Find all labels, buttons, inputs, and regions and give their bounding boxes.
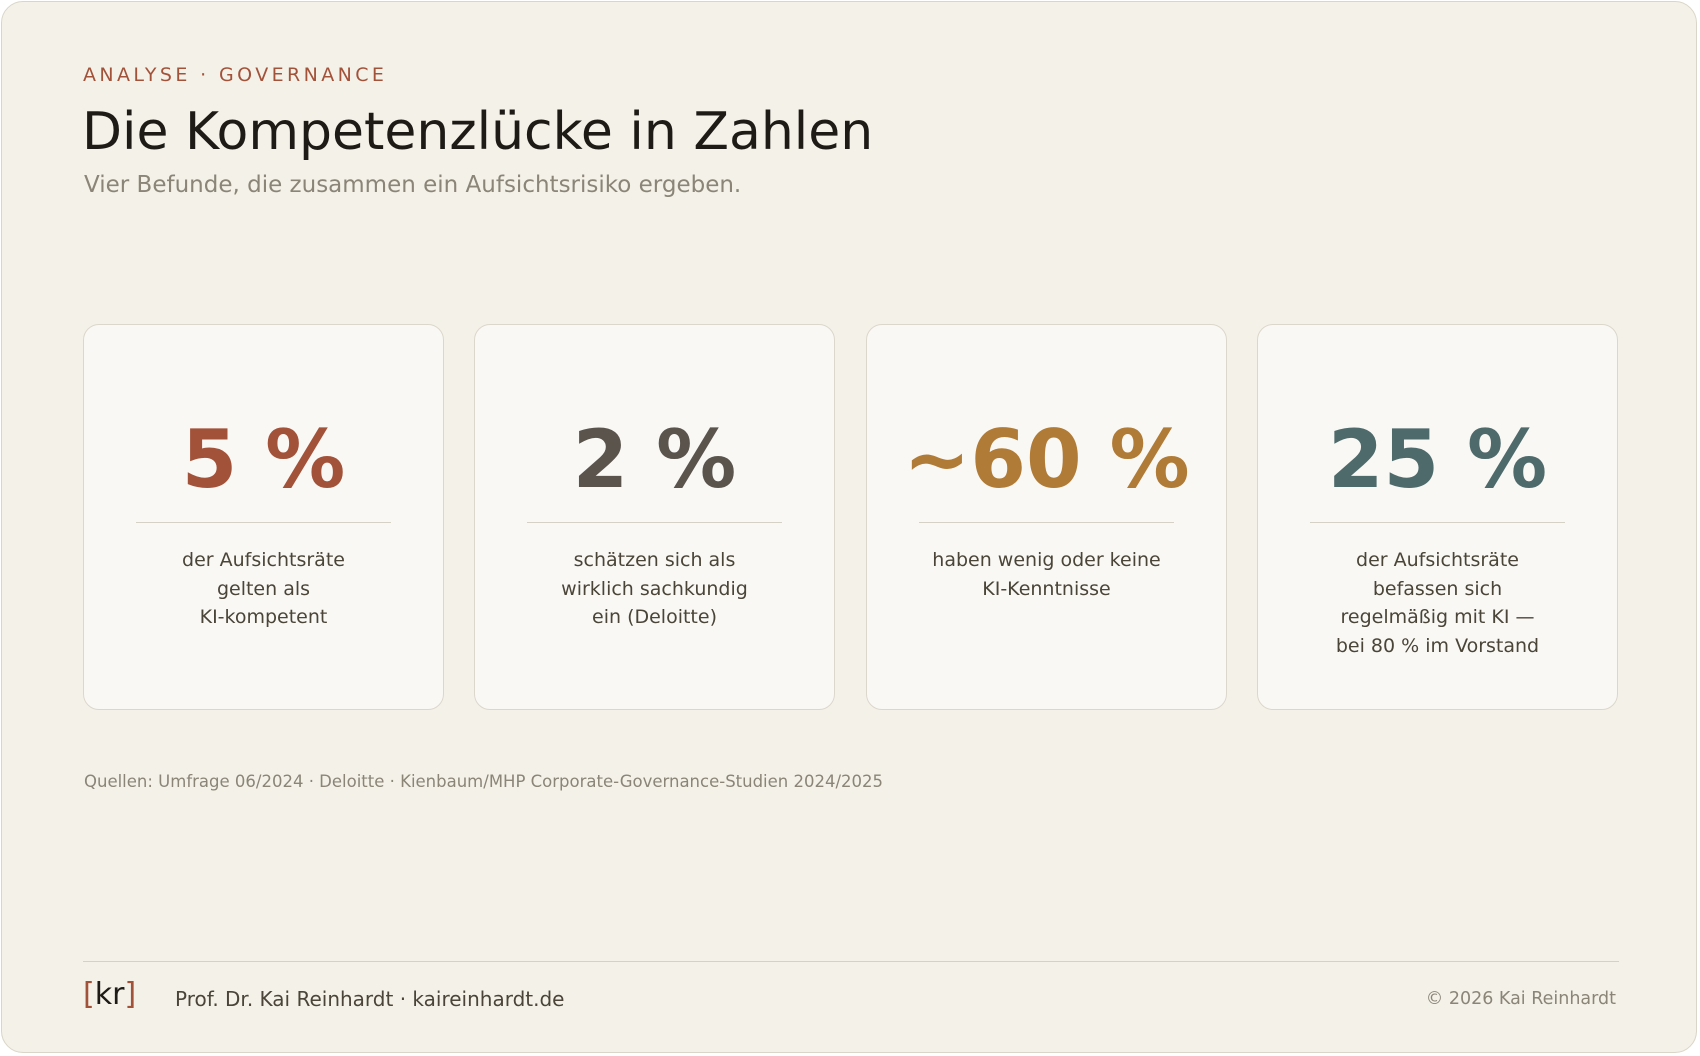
footer-rule — [83, 961, 1619, 962]
card-rule — [919, 522, 1174, 523]
logo: [kr] — [83, 977, 136, 1012]
stat-line: KI-Kenntnisse — [982, 577, 1111, 600]
stat-card: ~60 % haben wenig oder keine KI-Kenntnisse — [866, 324, 1227, 710]
stat-line: gelten als — [216, 577, 311, 600]
author: Prof. Dr. Kai Reinhardt · kaireinhardt.d… — [175, 987, 565, 1011]
stat-text: schätzen sich als wirklich sachkundig ein … — [475, 546, 834, 632]
stat-line: befassen sich — [1372, 577, 1503, 600]
logo-text: kr — [94, 977, 125, 1012]
stat-value: 2 % — [572, 413, 737, 506]
title: Die Kompetenzlücke in Zahlen — [82, 102, 874, 162]
logo-bracket: ] — [124, 977, 137, 1012]
sources: Quellen: Umfrage 06/2024 · Deloitte · Ki… — [84, 772, 884, 791]
stat-line: haben wenig oder keine — [932, 549, 1161, 571]
stat-card: 5 % der Aufsichtsräte gelten als KI-kompete… — [83, 324, 444, 710]
stat-line: ein (Deloitte) — [592, 606, 717, 628]
stat-value: 25 % — [1327, 413, 1548, 506]
card-rule — [1310, 522, 1565, 523]
stat-value: ~60 % — [903, 413, 1190, 506]
kicker: ANALYSE · GOVERNANCE — [83, 64, 388, 86]
stat-text: haben wenig oder keine KI-Kenntnisse — [867, 546, 1226, 603]
stat-card: 25 % der Aufsichtsräte befassen sich regelm… — [1257, 324, 1618, 710]
stat-line: der Aufsichtsräte — [1356, 549, 1519, 571]
card-rule — [136, 522, 391, 523]
logo-bracket: [ — [83, 977, 95, 1012]
stat-line: der Aufsichtsräte — [182, 549, 345, 571]
stat-line: bei 80 % im Vorstand — [1335, 634, 1540, 657]
copyright: © 2026 Kai Reinhardt — [1425, 989, 1616, 1009]
card-rule — [527, 522, 782, 523]
stat-value: 5 % — [181, 413, 346, 506]
stat-line: KI-kompetent — [199, 606, 328, 628]
stat-line: regelmäßig mit KI — — [1340, 606, 1535, 628]
stat-line: schätzen sich als — [573, 549, 736, 571]
stat-text: der Aufsichtsräte befassen sich regelmäßig… — [1258, 546, 1617, 660]
subtitle: Vier Befunde, die zusammen ein Aufsichts… — [84, 172, 742, 198]
stat-card: 2 % schätzen sich als wirklich sachkundig e… — [474, 324, 835, 710]
stat-line: wirklich sachkundig — [561, 577, 748, 600]
stat-text: der Aufsichtsräte gelten als KI-kompetent — [84, 546, 443, 632]
